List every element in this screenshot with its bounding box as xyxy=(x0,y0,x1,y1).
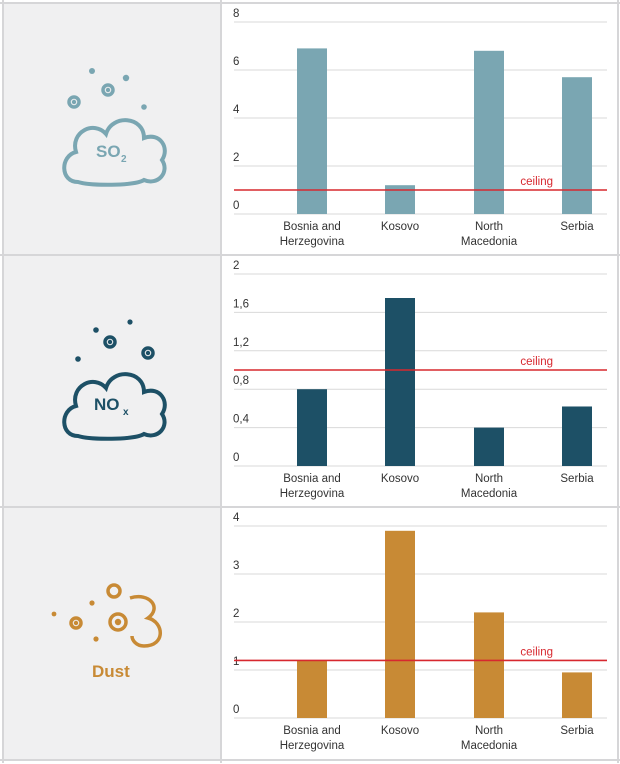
column-divider xyxy=(220,0,222,763)
bar xyxy=(562,406,592,466)
column-divider xyxy=(617,0,619,763)
x-tick-label: Macedonia xyxy=(461,236,518,248)
dust-label: Dust xyxy=(92,662,130,681)
bar xyxy=(474,612,504,718)
x-tick-label: North xyxy=(475,473,503,485)
x-tick-label: Herzegovina xyxy=(280,740,345,752)
y-tick-label: 2 xyxy=(233,152,239,164)
so2-bar-chart: 0 2 4 6 8 ceiling Bosnia and Herzegovina Kosovo N… xyxy=(233,8,607,248)
y-tick-label: 3 xyxy=(233,560,239,572)
bar xyxy=(474,50,504,214)
y-tick-label: 0 xyxy=(233,704,239,716)
x-tick-label: Macedonia xyxy=(461,488,518,500)
nox-label: NO xyxy=(94,395,120,414)
x-tick-label: Bosnia and xyxy=(283,473,341,485)
x-tick-label: North xyxy=(475,725,503,737)
x-tick-label: North xyxy=(475,221,503,233)
y-tick-label: 6 xyxy=(233,56,239,68)
y-tick-label: 0,8 xyxy=(233,375,249,387)
row-divider xyxy=(0,759,620,761)
so2-chart-cell: 0 2 4 6 8 ceiling Bosnia and Herzegovina Kosovo N… xyxy=(222,4,617,254)
so2-subscript: 2 xyxy=(121,154,127,165)
nox-cloud-icon: NO x xyxy=(62,319,167,441)
dust-icon-cell xyxy=(4,508,220,759)
ceiling-label: ceiling xyxy=(520,356,553,368)
y-tick-label: 0 xyxy=(233,452,239,464)
nox-chart-cell: 0 0,4 0,8 1,2 1,6 2 ceiling Bosnia and Herzegovi… xyxy=(222,256,617,506)
nox-bar-chart: 0 0,4 0,8 1,2 1,6 2 ceiling Bosnia and Herzegovi… xyxy=(233,260,607,500)
bar xyxy=(385,298,415,466)
ceiling-label: ceiling xyxy=(520,176,553,188)
dust-chart-cell: 0 1 2 3 4 ceiling Bosnia and Herzegovina Kosovo N… xyxy=(222,508,617,759)
dust-particles-icon: Dust xyxy=(51,583,162,681)
dust-bar-chart: 0 1 2 3 4 ceiling Bosnia and Herzegovina Kosovo N… xyxy=(233,512,607,752)
y-tick-label: 2 xyxy=(233,260,239,272)
x-tick-label: Bosnia and xyxy=(283,221,341,233)
row-divider xyxy=(0,254,620,256)
bar xyxy=(297,660,327,718)
y-tick-label: 1,6 xyxy=(233,298,249,310)
so2-icon-cell xyxy=(4,4,220,254)
bar xyxy=(297,48,327,215)
bar xyxy=(474,427,504,466)
x-tick-label: Kosovo xyxy=(381,221,419,233)
bar xyxy=(385,530,415,718)
x-tick-label: Serbia xyxy=(560,221,594,233)
row-divider xyxy=(0,506,620,508)
x-tick-label: Kosovo xyxy=(381,473,419,485)
y-tick-label: 4 xyxy=(233,512,240,524)
x-tick-label: Bosnia and xyxy=(283,725,341,737)
y-tick-label: 1,2 xyxy=(233,337,249,349)
bar xyxy=(562,77,592,214)
x-tick-label: Herzegovina xyxy=(280,236,345,248)
y-tick-label: 2 xyxy=(233,608,239,620)
x-tick-label: Herzegovina xyxy=(280,488,345,500)
so2-cloud-icon: SO 2 xyxy=(62,68,167,187)
y-tick-label: 0 xyxy=(233,200,239,212)
x-tick-label: Macedonia xyxy=(461,740,518,752)
ceiling-label: ceiling xyxy=(520,646,553,658)
so2-label: SO xyxy=(96,142,121,161)
column-divider xyxy=(2,0,4,763)
bar xyxy=(297,389,327,466)
y-tick-label: 1 xyxy=(233,656,239,668)
y-tick-label: 4 xyxy=(233,104,240,116)
row-divider xyxy=(0,2,620,4)
y-tick-label: 0,4 xyxy=(233,414,250,426)
nox-subscript: x xyxy=(123,407,129,418)
y-tick-label: 8 xyxy=(233,8,239,20)
x-tick-label: Serbia xyxy=(560,473,594,485)
bar xyxy=(562,672,592,718)
x-tick-label: Kosovo xyxy=(381,725,419,737)
x-tick-label: Serbia xyxy=(560,725,594,737)
